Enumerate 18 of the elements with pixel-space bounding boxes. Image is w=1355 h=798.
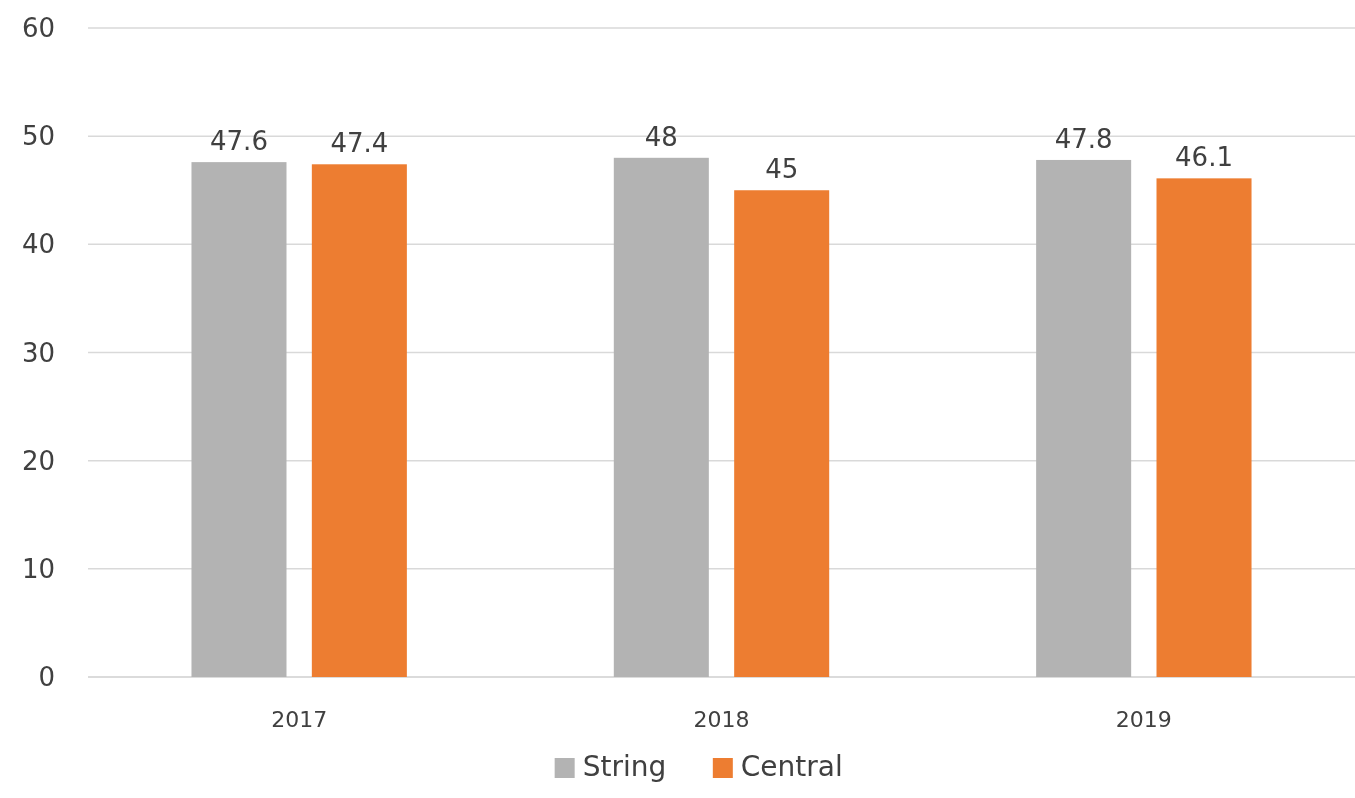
x-tick-label: 2017 [271,707,328,732]
data-label: 47.8 [1054,123,1113,154]
data-label: 47.4 [330,128,389,159]
y-tick-label: 40 [21,229,55,260]
data-label: 48 [644,121,678,152]
x-tick-label: 2018 [693,707,750,732]
y-tick-label: 30 [21,337,55,368]
y-tick-label: 60 [21,13,55,44]
data-label: 46.1 [1175,142,1233,173]
data-label: 47.6 [210,126,268,157]
legend-label: Central [740,750,843,783]
data-label: 45 [765,154,799,185]
y-tick-label: 10 [21,553,55,584]
y-tick-label: 50 [21,121,55,152]
legend-label: String [582,750,667,783]
y-tick-label: 0 [38,662,55,693]
x-tick-label: 2019 [1115,707,1172,732]
y-tick-label: 20 [21,445,55,476]
